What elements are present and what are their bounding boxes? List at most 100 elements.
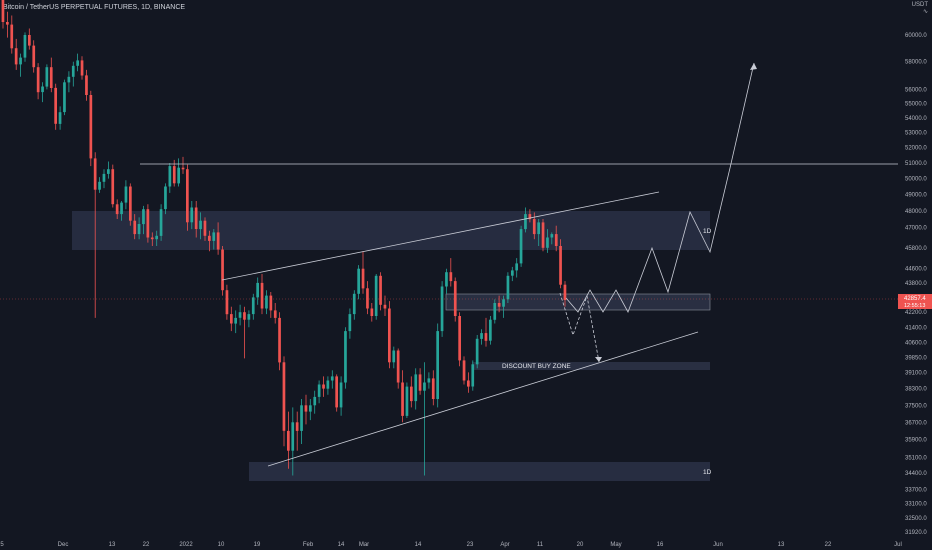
candle-body xyxy=(528,214,532,220)
time-tick-label: May xyxy=(610,542,621,548)
candle-body xyxy=(80,60,84,76)
time-axis[interactable]: 5 Dec 13 22 2022 10 19 Feb 14 Mar 14 23 Apr 11 20 May 16… xyxy=(0,542,902,548)
time-tick-label: Apr xyxy=(500,542,509,548)
candle-body xyxy=(366,288,369,309)
projection-path xyxy=(565,62,755,313)
support-zone-label: 1D xyxy=(703,469,712,476)
candle-body xyxy=(304,405,308,412)
candle-body xyxy=(392,350,396,363)
candle-body xyxy=(67,76,71,83)
zones xyxy=(72,211,711,481)
symbol-title: Bitcoin / TetherUS PERPETUAL FUTURES, 1D… xyxy=(3,4,186,11)
price-tick-label: 45800.0 xyxy=(905,246,927,252)
candle-body xyxy=(181,167,185,170)
time-tick-label: 13 xyxy=(109,542,116,548)
candle-body xyxy=(164,186,167,210)
candle-body xyxy=(418,374,422,391)
time-tick-label: 14 xyxy=(338,542,345,548)
arrowhead-icon xyxy=(750,63,757,70)
price-axis[interactable]: 60000.0 58000.0 56000.0 55000.0 54000.0 53000… xyxy=(905,33,927,536)
candle-body xyxy=(497,303,501,307)
candle-body xyxy=(45,67,49,87)
candle-body xyxy=(550,234,554,238)
price-tick-label: 37500.0 xyxy=(905,403,927,409)
candle-body xyxy=(313,396,317,406)
price-tick-label: 41400.0 xyxy=(905,325,927,331)
candle-body xyxy=(212,232,216,241)
candle-body xyxy=(515,263,518,271)
candle-body xyxy=(431,378,435,399)
candle-body xyxy=(436,331,439,399)
candle-body xyxy=(19,57,22,65)
time-tick-label: 23 xyxy=(467,542,474,548)
drawings: 1D DISCOUNT BUY ZONE 1D xyxy=(0,62,898,476)
time-tick-label: Dec xyxy=(58,542,69,548)
candle-body xyxy=(475,338,479,365)
candle-body xyxy=(401,382,404,416)
candle-body xyxy=(54,87,57,124)
candle-body xyxy=(102,173,106,182)
candle-body xyxy=(10,24,14,49)
candle-body xyxy=(379,275,382,305)
countdown-value: 12:55:13 xyxy=(904,303,925,309)
candle-body xyxy=(41,86,44,93)
candle-body xyxy=(76,60,79,66)
candle-body xyxy=(374,275,378,316)
price-tick-label: 31920.0 xyxy=(905,530,927,536)
candle-body xyxy=(546,237,549,248)
price-tick-label: 58000.0 xyxy=(905,60,927,66)
candle-body xyxy=(273,310,277,318)
candle-body xyxy=(269,295,273,311)
candle-body xyxy=(120,202,123,215)
candle-body xyxy=(32,45,36,68)
candle-body xyxy=(396,350,400,383)
candle-body xyxy=(357,268,360,294)
candle-body xyxy=(111,169,115,205)
candle-body xyxy=(150,237,154,240)
currency-label[interactable]: USDT ∿ xyxy=(912,2,928,16)
candle-body xyxy=(199,220,202,230)
candle-body xyxy=(142,209,145,225)
candle-body xyxy=(58,112,62,124)
candle-body xyxy=(563,284,567,300)
time-tick-label: 20 xyxy=(577,542,584,548)
candle-body xyxy=(519,229,523,264)
candle-body xyxy=(309,405,312,412)
candle-body xyxy=(352,293,356,315)
candle-body xyxy=(256,282,259,298)
time-tick-label: Jul xyxy=(894,542,902,548)
time-tick-label: Jun xyxy=(713,542,723,548)
candle-body xyxy=(93,158,97,190)
candle-body xyxy=(493,303,497,320)
candle-body xyxy=(317,384,321,397)
price-tick-label: 39850.0 xyxy=(905,355,927,361)
candle-body xyxy=(234,317,237,324)
candle-body xyxy=(124,186,128,203)
candle-body xyxy=(423,382,426,391)
mid-zone xyxy=(445,293,711,311)
candle-body xyxy=(208,235,211,241)
candle-body xyxy=(133,220,137,235)
price-tick-label: 39100.0 xyxy=(905,370,927,376)
time-tick-label: Mar xyxy=(359,542,369,548)
candle-body xyxy=(172,166,176,184)
candle-body xyxy=(458,316,461,361)
candle-body xyxy=(71,65,75,77)
candle-body xyxy=(194,207,198,229)
candle-body xyxy=(243,312,246,320)
candle-body xyxy=(247,314,251,320)
time-tick-label: 14 xyxy=(415,542,422,548)
resistance-zone xyxy=(72,211,710,250)
support-zone xyxy=(249,462,710,481)
candle-body xyxy=(230,314,233,324)
price-tick-label: 43800.0 xyxy=(905,281,927,287)
candle-body xyxy=(489,319,492,341)
candle-body xyxy=(159,209,163,236)
time-tick-label: 22 xyxy=(825,542,832,548)
candle-body xyxy=(559,246,562,285)
discount-buy-zone xyxy=(472,362,710,370)
candle-body xyxy=(295,422,299,431)
candle-body xyxy=(453,281,457,316)
price-tick-label: 34400.0 xyxy=(905,471,927,477)
